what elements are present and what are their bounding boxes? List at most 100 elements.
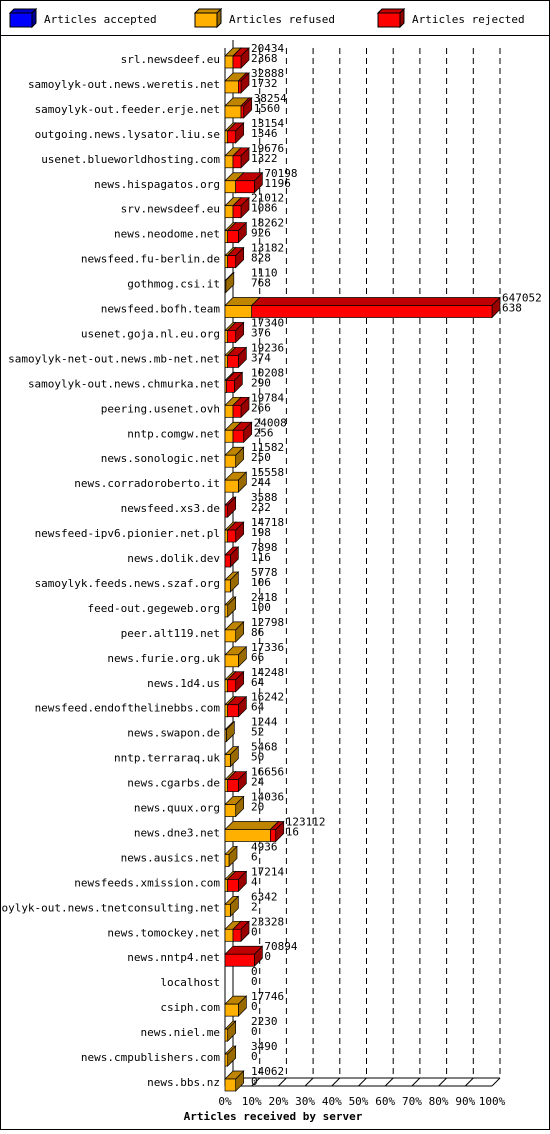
bar-front — [224, 105, 242, 119]
bar-front — [224, 1003, 239, 1017]
value-label-top: 6342 — [251, 890, 278, 903]
bar-front — [238, 80, 242, 94]
value-label-bottom: 244 — [251, 476, 271, 489]
bar-front — [224, 504, 229, 518]
bar-segment — [224, 596, 237, 618]
y-tick-label: news.swapon.de — [127, 727, 220, 740]
value-label-bottom: 2 — [251, 900, 258, 913]
bar-front — [227, 529, 237, 543]
bar-front — [227, 879, 239, 892]
bar-segment — [224, 571, 240, 593]
value-label-bottom: 20 — [251, 801, 264, 814]
value-label-bottom: 290 — [251, 376, 271, 389]
bar-front — [232, 205, 242, 219]
y-tick-label: news.niel.me — [141, 1026, 220, 1039]
value-label-top: 70894 — [264, 940, 297, 953]
x-tick — [358, 1077, 367, 1087]
bar-front — [224, 754, 231, 767]
bar-front — [227, 330, 237, 343]
bar-front — [224, 729, 227, 743]
bar-segment — [224, 271, 235, 294]
y-tick-label: srl.newsdeef.eu — [121, 53, 220, 66]
y-tick-label: news.cmpublishers.com — [81, 1051, 220, 1064]
bar-segment — [226, 870, 248, 893]
value-label-bottom: 638 — [502, 302, 522, 315]
value-label-top: 14062 — [251, 1065, 284, 1078]
bar-segment — [224, 621, 245, 643]
value-label-top: 19784 — [251, 391, 284, 404]
value-label-top: 13182 — [251, 242, 284, 255]
value-label-top: 17340 — [251, 316, 284, 329]
bar-segment — [226, 770, 248, 793]
y-tick-label: usenet.blueworldhosting.com — [41, 153, 220, 166]
x-tick — [438, 1077, 447, 1087]
y-tick-label: news.furie.org.uk — [107, 652, 220, 665]
bar-segment — [234, 171, 264, 194]
value-label-top: 17214 — [251, 865, 284, 878]
value-label-top: 10208 — [251, 366, 284, 379]
y-tick-label: srv.newsdeef.eu — [121, 203, 220, 216]
y-tick-label: csiph.com — [160, 1001, 220, 1014]
bar-front — [224, 529, 229, 543]
bar-top — [250, 297, 501, 306]
x-tick-label: 70% — [402, 1095, 422, 1108]
bar-segment — [224, 720, 236, 743]
legend-swatch-front — [9, 12, 33, 28]
x-tick-label: 50% — [349, 1095, 369, 1108]
bar-segment — [224, 471, 248, 494]
value-label-top: 7898 — [251, 541, 278, 554]
bar-front — [224, 903, 231, 917]
bar-segment — [226, 521, 245, 543]
bar-front — [227, 355, 239, 368]
y-tick-label: newsfeed.bofh.team — [101, 303, 221, 316]
bar-front — [224, 629, 237, 643]
value-label-bottom: 116 — [251, 551, 271, 564]
value-label-top: 16656 — [251, 766, 284, 779]
value-label-top: 32888 — [251, 67, 284, 80]
value-label-bottom: 768 — [251, 277, 271, 290]
y-tick-label: samoylyk-out.news.tnetconsulting.net — [0, 901, 220, 914]
legend-label: Articles refused — [229, 13, 335, 26]
bar-front — [224, 928, 234, 942]
value-label-top: 23328 — [251, 915, 284, 928]
bar-segment — [250, 296, 501, 319]
x-tick-label: 60% — [375, 1095, 395, 1108]
value-label-bottom: 1732 — [251, 77, 278, 90]
x-tick-label: 20% — [268, 1095, 288, 1108]
value-label-bottom: 256 — [254, 426, 274, 439]
bar-front — [232, 155, 242, 169]
value-label-top: 2230 — [251, 1015, 278, 1028]
bar-front — [224, 854, 230, 867]
y-tick-label: outgoing.news.lysator.liu.se — [35, 128, 220, 141]
value-label-bottom: 64 — [251, 676, 265, 689]
value-label-bottom: 0 — [251, 1025, 258, 1038]
value-label-bottom: 1322 — [251, 152, 278, 165]
y-tick-label: samoylyk-out.feeder.erje.net — [35, 103, 220, 116]
y-tick-label: localhost — [160, 976, 220, 989]
bar-front — [224, 404, 234, 418]
x-tick-label: 90% — [455, 1095, 475, 1108]
y-tick-label: samoylyk.feeds.news.szaf.org — [35, 577, 220, 590]
bar-segment — [224, 845, 238, 868]
y-tick-label: news.tomockey.net — [107, 926, 220, 939]
y-tick-label: news.hispagatos.org — [94, 178, 220, 191]
x-tick — [491, 1077, 501, 1087]
legend-swatch — [193, 7, 223, 29]
bar-front — [240, 105, 245, 119]
value-label-top: 3588 — [251, 491, 278, 504]
bar-front — [235, 180, 255, 194]
bar-front — [224, 280, 227, 293]
value-label-bottom: 64 — [251, 701, 265, 714]
bar-front — [224, 80, 239, 94]
bar-front — [224, 579, 231, 593]
value-label-bottom: 1346 — [251, 127, 278, 140]
value-label-bottom: 376 — [251, 326, 271, 339]
legend-label: Articles rejected — [412, 13, 525, 26]
bar-segment — [224, 945, 264, 968]
bar-segment — [224, 1070, 245, 1092]
bar-segment — [240, 97, 253, 119]
value-label-top: 13154 — [251, 117, 284, 130]
